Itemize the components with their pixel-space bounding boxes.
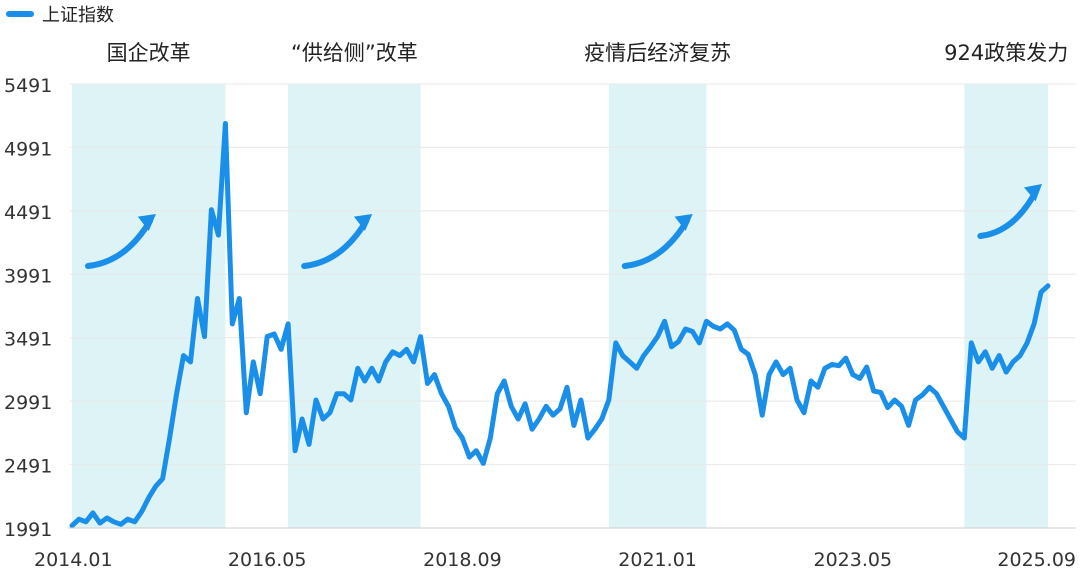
y-tick-label: 1991: [4, 519, 52, 541]
annotation-label-2: “供给侧”改革: [291, 41, 418, 65]
x-tick-label: 2023.05: [814, 549, 893, 571]
highlight-region-1: [72, 84, 226, 528]
annotation-labels: 国企改革 “供给侧”改革 疫情后经济复苏 924政策发力: [107, 41, 1069, 65]
arrow-head: [353, 214, 373, 231]
x-tick-label: 2014.01: [34, 549, 113, 571]
trend-arrows: [85, 184, 1042, 269]
annotation-label-4: 924政策发力: [944, 41, 1068, 65]
arrow-shaft: [977, 188, 1039, 239]
y-tick-label: 5491: [4, 75, 52, 97]
axes: 1991 2491 2991 3491 3991 4491 4991 5491 2014.01 2…: [4, 75, 1076, 571]
y-tick-label: 3991: [4, 265, 52, 287]
x-tick-label: 2021.01: [618, 549, 697, 571]
series-line-layer: [69, 121, 1051, 529]
arrow-head: [137, 214, 156, 231]
highlight-regions: [72, 84, 1048, 528]
legend-label: 上证指数: [42, 5, 114, 26]
chart-legend: 上证指数: [6, 2, 114, 26]
x-tick-label: 2018.09: [423, 549, 502, 571]
trend-arrow-icon: [85, 214, 156, 269]
x-tick-label: 2016.05: [228, 549, 307, 571]
x-tick-label: 2025.09: [997, 549, 1076, 571]
y-tick-label: 4991: [4, 138, 52, 160]
annotation-label-1: 国企改革: [107, 41, 191, 65]
y-tick-label: 2991: [4, 392, 52, 414]
y-tick-label: 3491: [4, 329, 52, 351]
arrow-shaft: [621, 218, 690, 269]
series-line-1: [69, 121, 1051, 529]
highlight-region-2: [288, 84, 421, 528]
highlight-region-4: [964, 84, 1048, 528]
arrow-shaft: [301, 218, 370, 269]
arrow-shaft: [85, 218, 153, 269]
trend-arrow-icon: [621, 214, 693, 269]
y-tick-label: 4491: [4, 202, 52, 224]
highlight-region-3: [608, 84, 707, 528]
trend-arrow-icon: [977, 184, 1042, 239]
trend-arrow-icon: [301, 214, 373, 269]
legend-swatch: [6, 11, 34, 17]
annotation-label-3: 疫情后经济复苏: [584, 41, 731, 65]
arrow-head: [674, 214, 693, 231]
arrow-head: [1024, 184, 1042, 202]
y-tick-label: 2491: [4, 456, 52, 478]
